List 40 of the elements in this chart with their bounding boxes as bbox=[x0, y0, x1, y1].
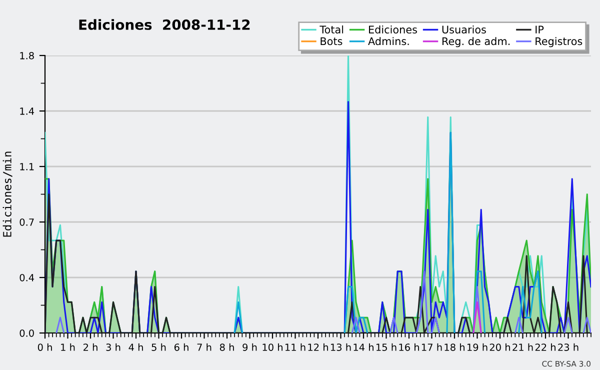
x-tick-label: 18 h bbox=[444, 343, 464, 351]
legend-label: Total bbox=[320, 25, 344, 34]
legend-label: Registros bbox=[536, 37, 582, 48]
x-tick-label: 8 h bbox=[220, 343, 234, 351]
x-tick-label: 17 h bbox=[422, 343, 442, 351]
x-tick-label: 13 h bbox=[331, 343, 351, 351]
y-tick-label: 1.4 bbox=[20, 108, 34, 115]
legend-label: Ediciones bbox=[369, 25, 417, 34]
y-tick-label: 1.8 bbox=[20, 52, 34, 60]
x-tick-label: 2 h bbox=[83, 343, 98, 351]
x-tick-label: 3 h bbox=[106, 343, 120, 351]
legend-label: Usuarios bbox=[442, 25, 486, 34]
y-axis-title: Ediciones/min bbox=[2, 152, 12, 237]
x-tick-label: 1 h bbox=[61, 343, 75, 351]
legend-label: Bots bbox=[320, 37, 342, 46]
y-tick-label: 0.0 bbox=[20, 329, 34, 337]
x-tick-label: 11 h bbox=[286, 343, 306, 351]
x-tick-label: 20 h bbox=[490, 343, 510, 351]
x-tick-label: 5 h bbox=[152, 343, 166, 351]
x-tick-label: 0 h bbox=[38, 343, 52, 351]
x-tick-label: 4 h bbox=[128, 343, 143, 351]
chart-title: Ediciones 2008-11-12 bbox=[79, 19, 250, 30]
x-tick-label: 7 h bbox=[197, 343, 212, 351]
x-tick-label: 10 h bbox=[262, 343, 282, 351]
x-tick-label: 23 h bbox=[558, 343, 578, 351]
y-tick-label: 1.1 bbox=[20, 163, 34, 170]
x-tick-label: 21 h bbox=[512, 343, 533, 351]
legend-label: Admins. bbox=[368, 37, 409, 46]
x-tick-label: 16 h bbox=[399, 343, 419, 351]
legend-label: Reg. de adm. bbox=[442, 37, 510, 48]
x-tick-label: 22 h bbox=[535, 343, 556, 351]
x-tick-label: 9 h bbox=[242, 343, 257, 351]
x-tick-label: 14 h bbox=[354, 343, 374, 351]
x-tick-label: 6 h bbox=[174, 343, 188, 351]
y-tick-label: 0.7 bbox=[20, 218, 34, 226]
x-tick-label: 19 h bbox=[468, 343, 488, 351]
x-tick-label: 12 h bbox=[308, 343, 328, 351]
legend-label: IP bbox=[536, 26, 544, 34]
x-tick-label: 15 h bbox=[376, 343, 396, 351]
y-tick-label: 0.4 bbox=[20, 274, 34, 282]
